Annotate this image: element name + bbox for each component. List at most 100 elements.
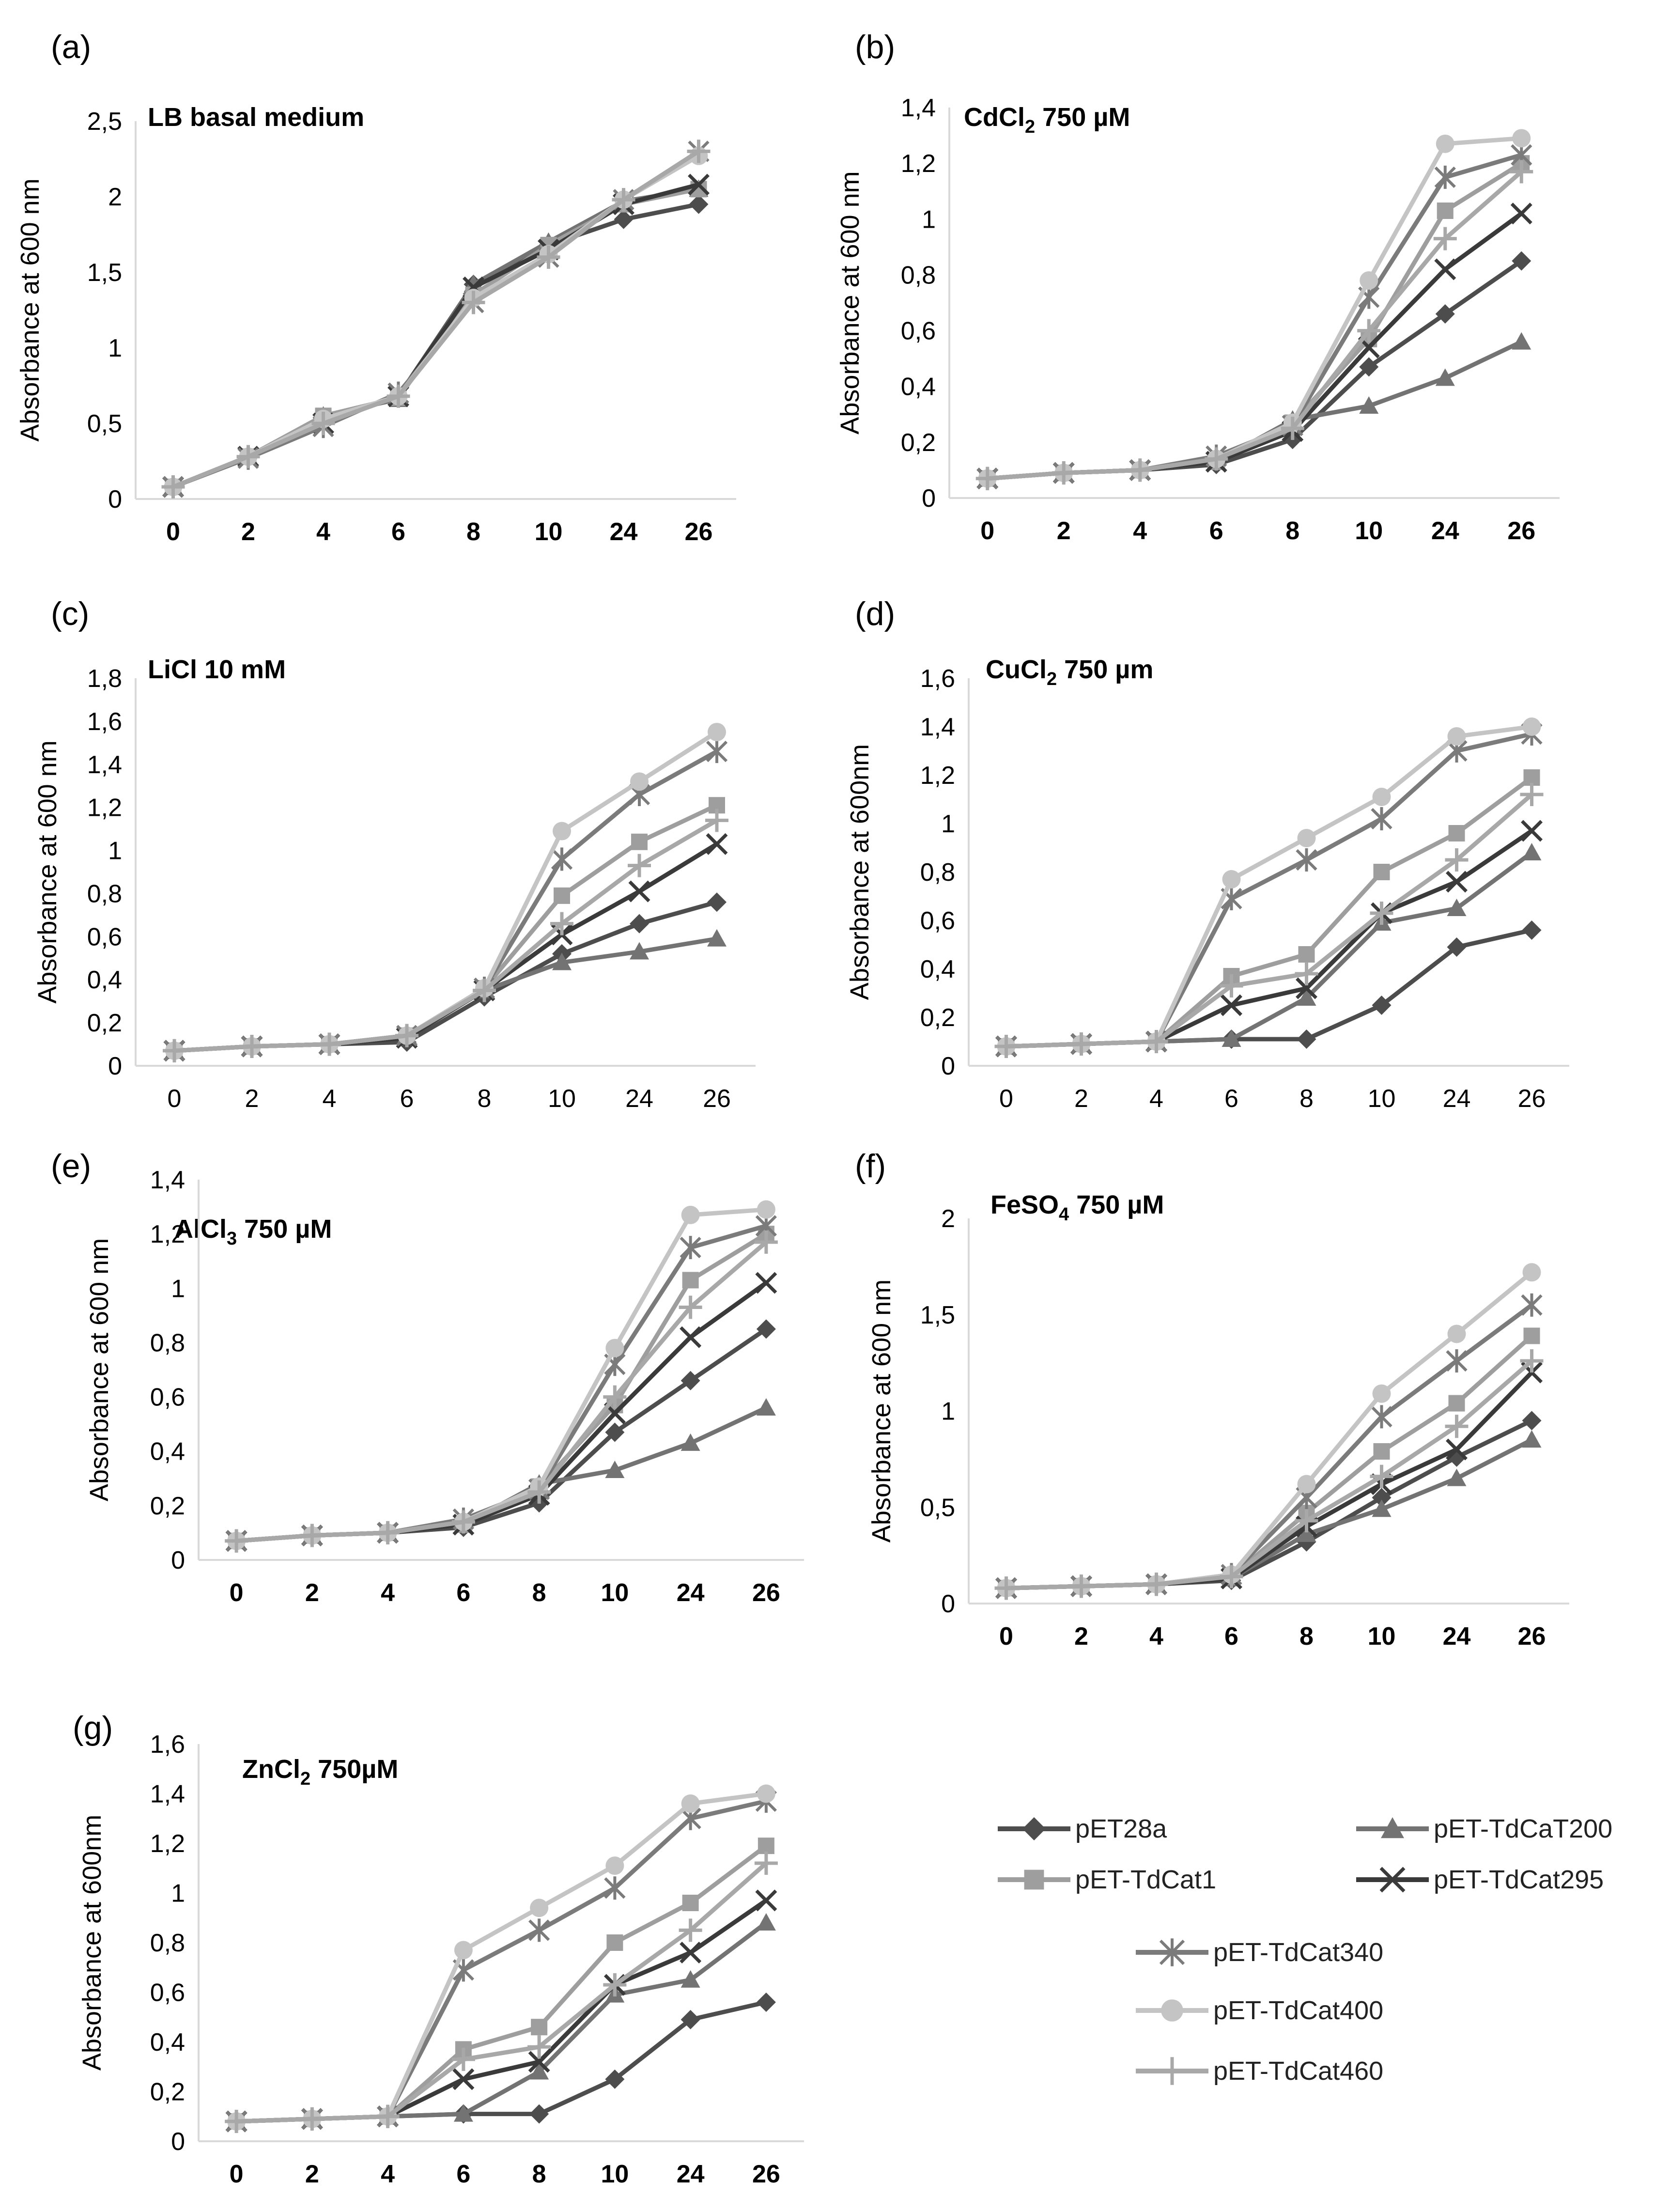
panel-d-point-pet-tdcat1 — [1448, 825, 1465, 841]
panel-g-point-pet-tdcat200 — [756, 1913, 776, 1931]
panel-b-point-pet-tdcat400 — [1512, 129, 1531, 148]
panel-b-point-pet-tdcat200 — [1359, 396, 1379, 414]
panel-d-ylabel: Absorbance at 600nm — [845, 744, 874, 1000]
panel-d-ytick-label: 0,4 — [920, 955, 955, 983]
panel-f-point-pet-tdcat460 — [1520, 1349, 1544, 1373]
panel-b-line-pet-tdcat460 — [987, 170, 1523, 481]
panel-b-point-pet28a — [1359, 357, 1379, 377]
panel-a-ytick-label: 1,5 — [87, 259, 122, 287]
panel-d-point-pet-tdcat460 — [1069, 1032, 1093, 1056]
legend-entry-pet-tdcat460: pET-TdCat460 — [1136, 2056, 1383, 2086]
panel-c-point-pet-tdcat460 — [240, 1035, 263, 1058]
panel-d-point-pet-tdcat340 — [1296, 848, 1317, 872]
legend-entry-pet-tdcat200: pET-TdCaT200 — [1356, 1814, 1612, 1843]
panel-d-series-pet-tdcat340 — [995, 722, 1543, 1058]
panel-c-point-pet-tdcat400 — [553, 822, 571, 841]
panel-c-line-pet-tdcat460 — [174, 818, 718, 1053]
panel-g-point-pet28a — [681, 2009, 700, 2029]
panel-g-point-pet-tdcat460 — [754, 1852, 778, 1875]
panel-c-point-pet28a — [707, 892, 727, 912]
panel-g-point-pet-tdcat460 — [527, 2035, 551, 2059]
panel-g-point-pet-tdcat1 — [758, 1838, 774, 1854]
panel-f-ytick-label: 1,5 — [920, 1301, 955, 1329]
panel-b-xtick-label: 4 — [1133, 517, 1147, 545]
panel-c-point-pet-tdcat460 — [550, 912, 573, 935]
panel-g-point-pet-tdcat460 — [603, 1973, 627, 1997]
panel-a-ytick-label: 2,5 — [87, 108, 122, 136]
panel-d-xtick-label: 8 — [1299, 1085, 1314, 1113]
panel-b-point-pet28a — [1512, 251, 1531, 271]
panel-e-xtick-label: 24 — [677, 1579, 705, 1607]
panel-a-ytick-label: 0 — [108, 485, 122, 514]
panel-f-point-pet28a — [1522, 1411, 1542, 1431]
legend-entry-pet-tdcat340: pET-TdCat340 — [1136, 1938, 1383, 1967]
panel-f-point-pet-tdcat1 — [1523, 1327, 1540, 1344]
panel-g-point-pet-tdcat400 — [757, 1784, 775, 1803]
panel-a-point-pet-tdcat460 — [687, 140, 711, 163]
panel-f-ytick-label: 2 — [941, 1205, 955, 1233]
legend-label: pET-TdCaT200 — [1434, 1814, 1612, 1843]
panel-c-xtick-label: 24 — [625, 1085, 653, 1113]
legend-label: pET-TdCat295 — [1434, 1865, 1604, 1894]
panel-b-point-pet-tdcat460 — [1357, 319, 1381, 343]
panel-f-xtick-label: 2 — [1074, 1622, 1088, 1651]
panel-d-ytick-label: 0,6 — [920, 907, 955, 935]
panel-g-xtick-label: 2 — [305, 2160, 319, 2188]
panel-g-series-pet-tdcat460 — [225, 1852, 778, 2133]
legend-label: pET-TdCat400 — [1213, 1996, 1383, 2025]
panel-g-xtick-label: 10 — [601, 2160, 629, 2188]
panel-e-label: (e) — [51, 1148, 91, 1184]
panel-b-ytick-label: 1,2 — [901, 150, 936, 178]
panel-g-point-pet-tdcat400 — [681, 1794, 700, 1813]
panel-g-point-pet-tdcat400 — [605, 1856, 624, 1875]
panel-d-point-pet-tdcat400 — [1222, 870, 1241, 888]
panel-g-xtick-label: 24 — [677, 2160, 705, 2188]
panel-b-point-pet28a — [1435, 304, 1455, 324]
panel-c-ytick-label: 0,2 — [87, 1009, 122, 1037]
panel-e-point-pet-tdcat295 — [680, 1326, 702, 1348]
panel-b-point-pet-tdcat295 — [1510, 203, 1532, 225]
panel-f-ytick-label: 0 — [941, 1590, 955, 1618]
panel-f-xtick-label: 8 — [1299, 1622, 1314, 1651]
panel-c-point-pet-tdcat460 — [628, 854, 651, 877]
legend: pET28a pET-TdCaT200 pET-TdCat1 pET-TdCat295… — [998, 1814, 1612, 2086]
legend-marker — [1158, 2057, 1186, 2085]
legend-entry-pet-tdcat295: pET-TdCat295 — [1356, 1865, 1604, 1894]
legend-marker — [1381, 1817, 1404, 1838]
panel-g-point-pet-tdcat460 — [225, 2110, 248, 2133]
panel-g-ytick-label: 1,2 — [150, 1830, 185, 1858]
panel-c-point-pet-tdcat460 — [395, 1024, 418, 1047]
legend-marker — [1159, 1938, 1185, 1966]
panel-f-point-pet-tdcat460 — [1445, 1415, 1469, 1438]
panel-c-point-pet-tdcat460 — [705, 809, 728, 832]
panel-d-point-pet-tdcat295 — [1296, 977, 1317, 999]
panel-f-point-pet-tdcat1 — [1448, 1395, 1465, 1412]
panel-e-xtick-label: 4 — [381, 1579, 395, 1607]
legend-label: pET-TdCat460 — [1213, 2056, 1383, 2086]
panel-c-ylabel: Absorbance at 600 nm — [33, 740, 62, 1003]
panel-a-ylabel: Absorbance at 600 nm — [15, 178, 45, 441]
panel-d-xtick-label: 6 — [1224, 1085, 1238, 1113]
panel-g-point-pet-tdcat340 — [604, 1876, 626, 1900]
panel-d-ytick-label: 1 — [941, 810, 955, 838]
panel-a-line-pet-tdcat295 — [172, 182, 699, 489]
panel-b-point-pet-tdcat460 — [1281, 417, 1304, 440]
panel-g-ytick-label: 0,4 — [150, 2028, 185, 2056]
panel-b-ytick-label: 0,2 — [901, 429, 936, 457]
panel-b-label: (b) — [855, 29, 895, 65]
panel-g-point-pet28a — [756, 1993, 776, 2012]
panel-c-xtick-label: 0 — [168, 1085, 182, 1113]
panel-a-line-pet-tdcat460 — [172, 149, 700, 489]
legend-marker — [1161, 1999, 1183, 2022]
panel-b-point-pet-tdcat460 — [1052, 461, 1076, 485]
panel-d-point-pet-tdcat1 — [1298, 946, 1315, 963]
panel-a-point-pet-tdcat460 — [612, 188, 635, 212]
panel-e-xtick-label: 0 — [230, 1579, 244, 1607]
panel-e-xtick-label: 2 — [305, 1579, 319, 1607]
panel-c-point-pet-tdcat295 — [706, 833, 728, 855]
panel-e-point-pet-tdcat460 — [451, 1510, 475, 1534]
panel-a-xtick-label: 6 — [391, 518, 405, 546]
panel-g-point-pet-tdcat295 — [452, 2068, 475, 2090]
panel-e-point-pet-tdcat460 — [527, 1480, 551, 1504]
